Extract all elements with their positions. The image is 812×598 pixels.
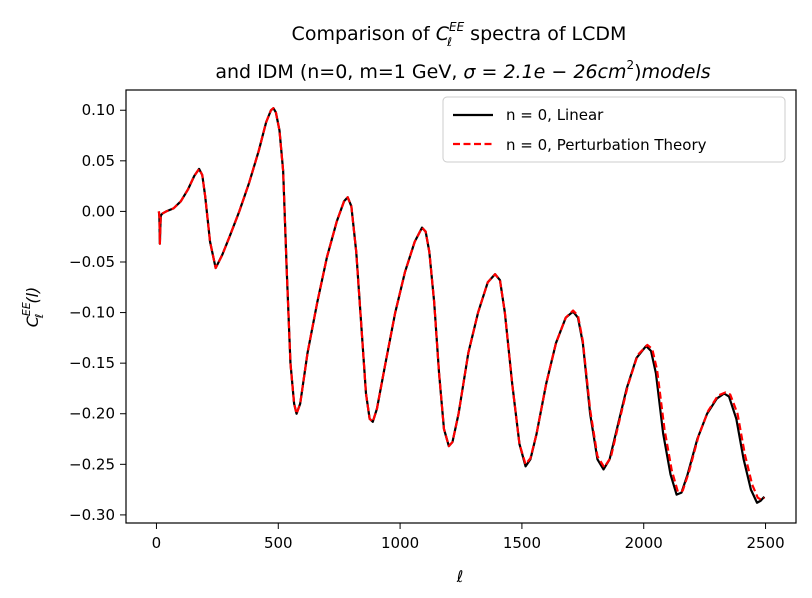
plot-frame xyxy=(125,89,797,524)
chart-title-line-1: Comparison of CEE ℓ spectra of LCDM xyxy=(292,20,627,49)
y-tick-label: −0.10 xyxy=(69,304,115,322)
chart-title-line-2: and IDM (n=0, m=1 GeV, σ = 2.1e − 26cm2)… xyxy=(215,58,710,83)
y-axis-label: CEEℓ(l) xyxy=(20,287,46,328)
plot-area xyxy=(125,89,797,524)
legend-label-perturbation-theory: n = 0, Perturbation Theory xyxy=(506,136,707,154)
x-tick-label: 500 xyxy=(264,534,293,552)
y-tick-label: 0.00 xyxy=(82,202,115,220)
series-layer xyxy=(157,107,766,504)
x-tick-label: 2000 xyxy=(625,534,663,552)
x-axis-label: ℓ xyxy=(456,567,464,586)
y-tick-label: 0.05 xyxy=(82,152,115,170)
x-tick-label: 1000 xyxy=(381,534,419,552)
x-tick-label: 1500 xyxy=(503,534,541,552)
series-line-perturbation-theory xyxy=(157,107,765,501)
x-tick-label: 0 xyxy=(152,534,162,552)
y-tick-label: −0.15 xyxy=(69,354,115,372)
y-tick-label: −0.20 xyxy=(69,405,115,423)
y-axis: 0.10 0.05 0.00 −0.05 −0.10 −0.15 −0.20 −0.25 −0.… xyxy=(69,101,126,524)
x-tick-label: 2500 xyxy=(746,534,784,552)
legend-label-linear: n = 0, Linear xyxy=(506,106,604,124)
y-tick-label: 0.10 xyxy=(82,101,115,119)
legend: n = 0, Linear n = 0, Perturbation Theory xyxy=(442,96,786,163)
y-axis-label-text: CEEℓ(l) xyxy=(20,287,46,328)
x-axis: 0 500 1000 1500 2000 2500 xyxy=(152,523,785,552)
y-tick-label: −0.25 xyxy=(69,455,115,473)
legend-box xyxy=(442,96,786,163)
y-tick-label: −0.30 xyxy=(69,506,115,524)
y-tick-label: −0.05 xyxy=(69,253,115,271)
